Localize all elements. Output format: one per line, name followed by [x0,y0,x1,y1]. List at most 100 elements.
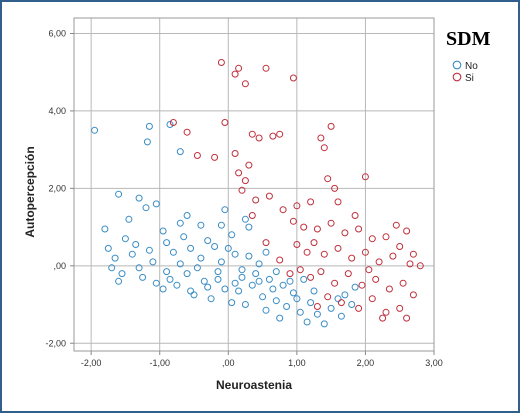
data-point-si [262,239,270,247]
data-point-si [303,248,311,256]
data-point-si [293,202,301,210]
data-point-si [344,270,352,278]
y-axis-title: Autopercepción [23,146,37,237]
data-point-no [351,283,359,291]
plot-area-border [73,17,435,352]
data-point-si [169,119,177,126]
legend-label-no: No [465,61,478,72]
data-point-si [327,219,335,227]
data-point-si [310,239,318,247]
data-point-si [403,314,411,322]
data-point-no [211,243,219,250]
data-point-no [159,285,167,293]
legend-marker-si [452,72,462,82]
data-point-no [262,248,270,256]
data-point-no [259,293,267,301]
data-point-no [166,275,174,283]
data-point-si [313,225,321,233]
data-point-no [121,235,129,243]
legend-title: SDM [446,28,491,50]
data-point-si [351,212,359,219]
data-point-no [238,273,246,281]
data-point-no [283,303,291,310]
x-tick-label: ,00 [222,358,235,368]
data-point-si [324,175,332,183]
data-point-si [355,225,363,233]
data-point-si [348,254,356,262]
data-point-si [231,150,239,157]
data-point-no [276,314,284,322]
data-point-si [269,132,277,140]
data-point-no [241,301,249,308]
data-point-si [385,285,393,293]
data-point-no [238,266,246,274]
data-point-si [331,184,339,192]
y-tick-label: 6,00 [48,28,66,38]
data-point-no [217,221,225,229]
data-point-si [327,122,335,130]
data-point-no [286,277,294,285]
data-point-si [382,233,390,241]
data-point-no [327,304,335,312]
data-point-no [313,310,321,318]
data-point-no [341,291,349,299]
legend: SDM No Si [446,28,491,84]
data-point-no [252,270,260,278]
data-point-si [389,252,397,260]
data-point-si [307,198,315,206]
data-point-no [135,264,143,272]
data-point-si [392,221,400,229]
data-point-no [115,277,123,285]
data-point-no [118,270,126,278]
data-point-si [331,279,339,287]
x-tick-label: -1,00 [149,358,170,368]
data-point-no [303,318,311,326]
data-point-no [300,275,308,283]
data-points [91,59,424,328]
data-point-si [289,74,297,82]
data-point-no [166,121,174,128]
data-point-no [190,291,198,299]
data-point-si [337,299,345,307]
data-point-no [145,122,153,130]
data-point-si [324,293,332,301]
data-point-no [104,244,112,252]
data-point-no [204,237,212,245]
data-point-no [152,279,160,287]
data-point-no [169,248,177,256]
data-point-no [269,285,277,293]
data-point-no [217,258,225,266]
data-point-no [108,264,116,272]
data-point-no [272,297,280,305]
y-tick-label: ,00 [53,261,66,271]
data-point-no [255,277,263,285]
data-point-si [396,243,404,250]
y-tick-label: 2,00 [48,183,66,193]
data-point-si [406,260,414,268]
data-point-si [372,275,380,283]
data-point-si [334,244,342,252]
data-point-si [248,130,256,138]
x-tick-label: 2,00 [357,358,375,368]
data-point-si [368,295,376,303]
data-point-no [307,299,315,307]
x-axis-title: Neuroastenia [216,378,292,392]
data-point-no [197,221,205,229]
data-point-no [176,219,184,227]
data-point-no [334,295,342,303]
data-point-si [235,169,243,177]
data-point-no [337,312,345,320]
data-point-si [358,281,366,289]
data-point-si [193,152,201,159]
data-point-no [235,287,243,295]
data-point-no [139,273,147,281]
data-point-si [368,235,376,243]
data-point-si [293,241,301,248]
data-point-si [221,119,229,126]
data-point-no [115,190,123,198]
legend-marker-no [452,60,462,70]
data-point-no [293,295,301,303]
data-point-si [334,198,342,206]
data-point-si [238,186,246,194]
